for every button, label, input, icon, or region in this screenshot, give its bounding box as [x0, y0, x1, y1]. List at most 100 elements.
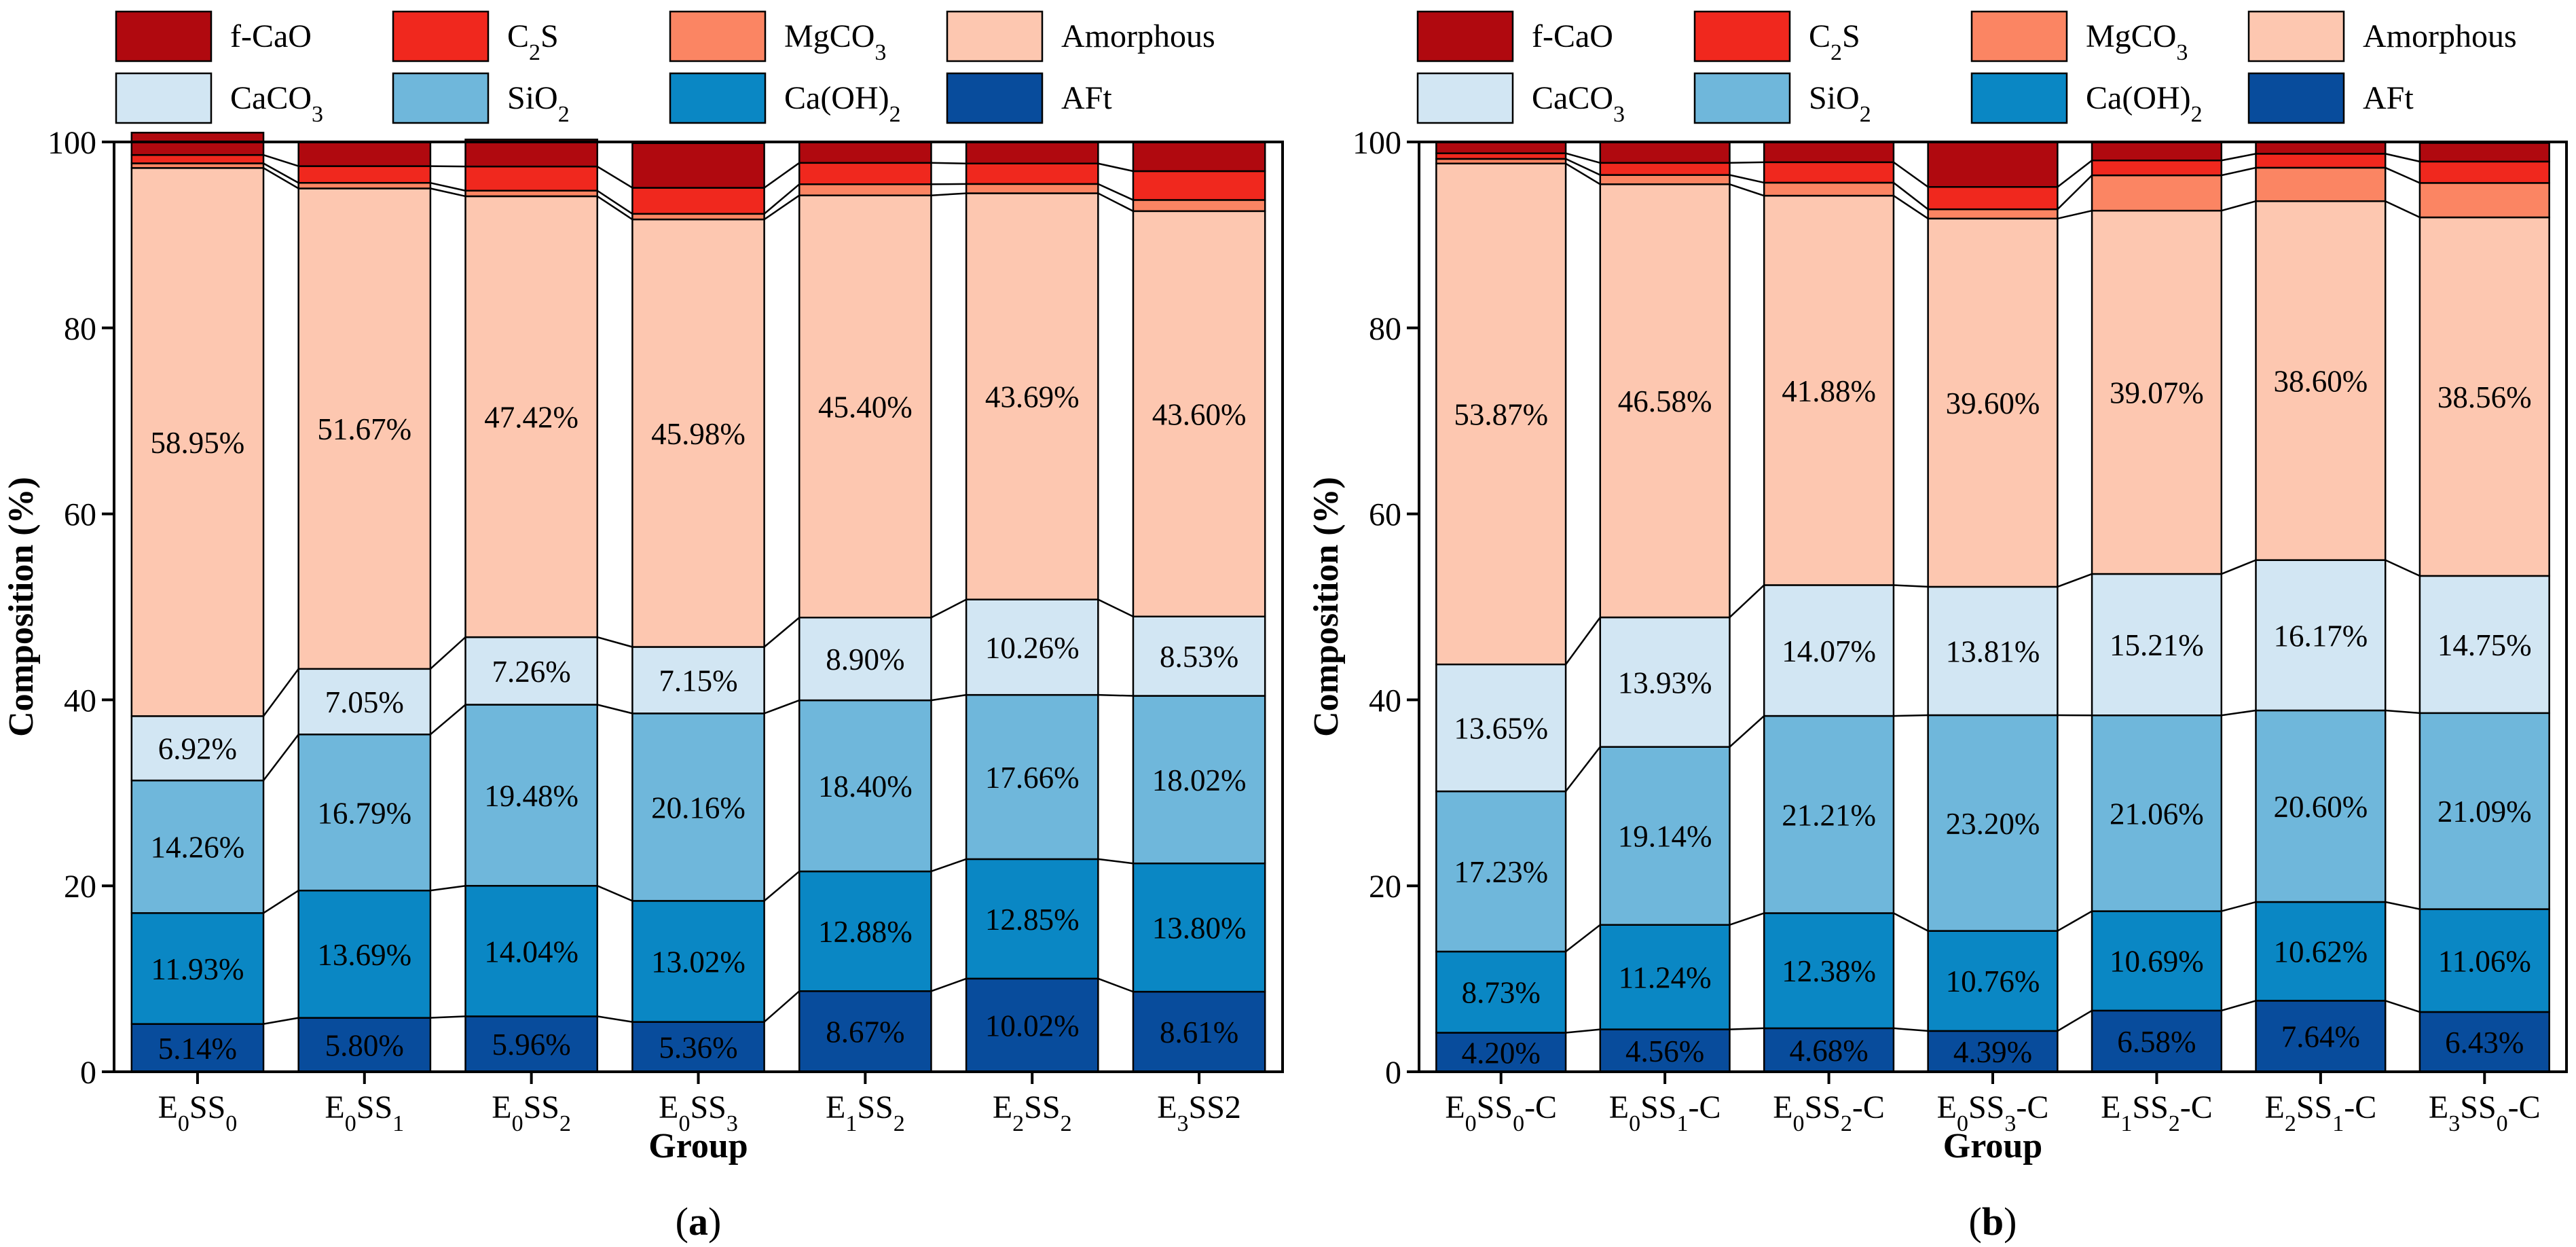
- bar-segment-caoh2: [2255, 901, 2387, 1002]
- data-label: 16.17%: [2273, 619, 2368, 653]
- bar-segment-amorphous: [2255, 200, 2387, 561]
- x-tick-label: E1SS2: [826, 1089, 905, 1136]
- bar-segment-caco3: [1927, 585, 2059, 717]
- connector-line: [2057, 1009, 2093, 1032]
- legend-swatch: [1416, 72, 1514, 124]
- bar-segment-f-cao: [297, 141, 432, 167]
- bar-segment-caco3: [464, 636, 599, 706]
- connector-line: [263, 167, 299, 189]
- chart-panel-b: f-CaO C2S MgCO3 Amorphous CaCO3 SiO2 Ca(OH)2 AF…: [1307, 10, 2568, 1244]
- data-label: 7.15%: [659, 664, 737, 698]
- bar-segment-sio2: [2418, 712, 2550, 910]
- connector-line: [430, 182, 466, 192]
- bar-segment-f-cao: [464, 139, 599, 168]
- connector-line: [2221, 200, 2256, 212]
- legend-label: C2S: [507, 18, 559, 65]
- y-tick-label: 80: [1369, 311, 1401, 347]
- connector-line: [430, 636, 466, 670]
- connector-line: [263, 734, 299, 781]
- connector-line: [1097, 192, 1134, 212]
- data-label: 8.73%: [1462, 976, 1541, 1010]
- connector-line: [2385, 200, 2421, 219]
- connector-line: [1565, 158, 1601, 176]
- legend-label: f-CaO: [230, 18, 312, 54]
- data-label: 43.69%: [985, 380, 1080, 414]
- data-label: 11.93%: [151, 952, 244, 986]
- x-tick-label: E0SS1: [325, 1089, 404, 1136]
- x-tick-label: E0SS2: [492, 1089, 571, 1136]
- y-tick-label: 40: [1369, 683, 1401, 719]
- data-label: 38.60%: [2273, 364, 2368, 398]
- connector-line: [930, 598, 967, 619]
- data-label: 6.43%: [2445, 1026, 2524, 1060]
- bar-segment-sio2: [464, 704, 599, 887]
- bar-segment-mgco3: [2091, 174, 2223, 212]
- bar-segment-amorphous: [965, 192, 1099, 600]
- bar-segment-amorphous: [464, 195, 599, 638]
- x-tick-label: E3SS0-C: [2429, 1089, 2541, 1136]
- bar-segment-sio2: [798, 699, 932, 873]
- bar-segment-c2s: [631, 187, 765, 215]
- connector-line: [2221, 153, 2256, 162]
- bar-segment-aft: [1763, 1027, 1895, 1073]
- connector-line: [2057, 175, 2093, 211]
- connector-line: [1565, 924, 1601, 952]
- data-label: 20.60%: [2273, 790, 2368, 824]
- legend-label: CaCO3: [230, 80, 323, 127]
- bar-segment-sio2: [631, 712, 765, 902]
- legend-label: Ca(OH)2: [784, 80, 901, 127]
- data-label: 13.65%: [1454, 712, 1548, 746]
- y-tick-label: 100: [1353, 125, 1401, 161]
- connector-line: [931, 858, 967, 873]
- bar-segment-caco3: [1599, 616, 1731, 748]
- y-tick-label: 40: [64, 683, 96, 719]
- legend-swatch: [2247, 10, 2345, 62]
- legend-swatch: [946, 72, 1044, 124]
- data-label: 20.16%: [651, 791, 746, 825]
- data-label: 39.60%: [1946, 386, 2040, 420]
- bar-segment-mgco3: [965, 183, 1099, 194]
- connector-line: [1893, 181, 1929, 211]
- bar-segment-f-cao: [1927, 141, 2059, 188]
- connector-line: [763, 990, 801, 1023]
- data-label: 23.20%: [1946, 807, 2040, 841]
- bar-segment-amorphous: [1435, 162, 1567, 666]
- legend-swatch: [392, 10, 490, 62]
- y-axis-title: Composition (%): [2, 477, 41, 737]
- connector-line: [763, 183, 801, 215]
- data-label: 10.26%: [985, 631, 1080, 665]
- connector-line: [931, 977, 967, 992]
- bar-segment-caco3: [2091, 573, 2223, 717]
- connector-line: [263, 1017, 299, 1025]
- y-tick-label: 0: [1385, 1055, 1401, 1091]
- data-label: 19.14%: [1618, 820, 1712, 854]
- bar-segment-c2s: [2418, 160, 2550, 184]
- x-tick-label: E0SS3: [659, 1089, 738, 1136]
- connector-line: [263, 890, 299, 914]
- data-label: 15.21%: [2110, 628, 2204, 662]
- data-label: 6.92%: [158, 732, 237, 766]
- connector-line: [430, 884, 466, 892]
- bar-segment-amorphous: [2418, 216, 2550, 577]
- bar-segment-amorphous: [1927, 217, 2059, 588]
- y-tick-label: 20: [64, 869, 96, 905]
- connector-line: [597, 166, 633, 189]
- bar-segment-f-cao: [1599, 141, 1731, 164]
- bar-segment-mgco3: [1763, 181, 1895, 197]
- connector-line: [1565, 746, 1601, 792]
- data-label: 4.68%: [1789, 1034, 1868, 1068]
- connector-line: [430, 187, 466, 198]
- data-label: 21.09%: [2437, 795, 2532, 829]
- legend-swatch: [669, 10, 767, 62]
- panel-label: (a): [676, 1199, 722, 1244]
- connector-line: [1893, 195, 1929, 219]
- data-label: 47.42%: [484, 401, 578, 435]
- data-label: 16.79%: [317, 796, 411, 830]
- connector-line: [1729, 183, 1765, 197]
- connector-line: [263, 668, 299, 717]
- bar-segment-caoh2: [1763, 912, 1895, 1030]
- legend-label: AFt: [1061, 80, 1112, 116]
- x-tick-label: E0SS3-C: [1937, 1089, 2049, 1136]
- connector-line: [1097, 183, 1134, 201]
